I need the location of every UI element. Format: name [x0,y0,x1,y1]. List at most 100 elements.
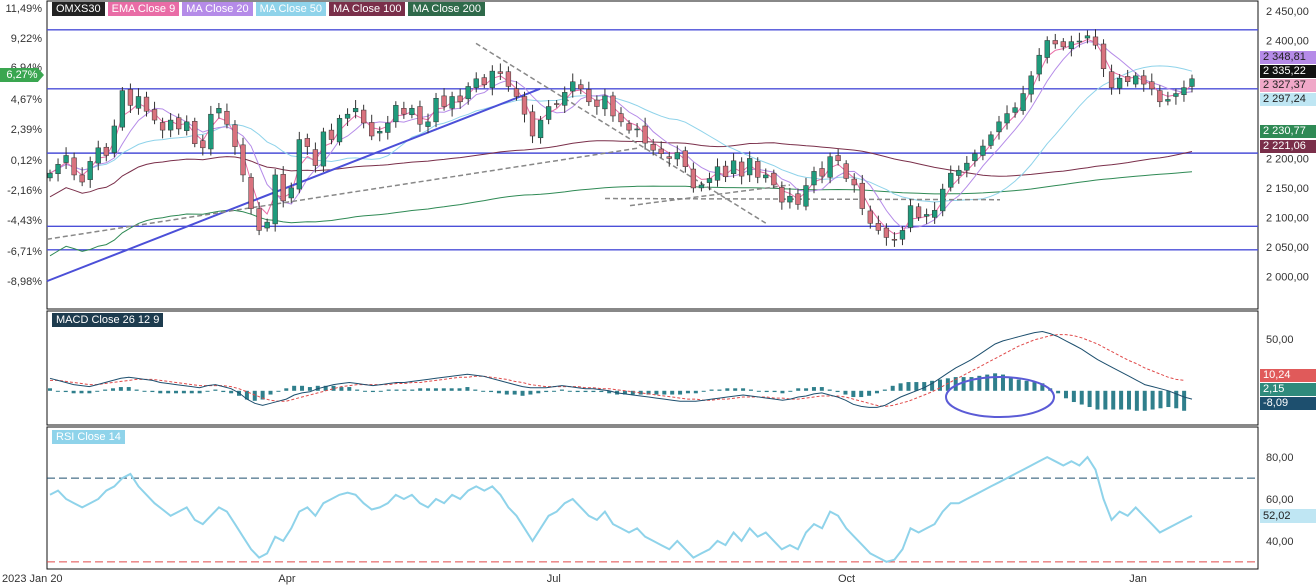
candle-body [570,81,576,92]
candle-body [586,89,592,103]
macd-histogram-bar [1024,380,1029,391]
candle-body [79,174,85,183]
ma100-line [49,140,1193,198]
macd-histogram-bar [961,377,966,391]
candle-body [859,182,865,209]
macd-histogram-bar [575,390,580,393]
pct-axis-tick-label: 9,22% [11,33,42,45]
macd-histogram-bar [307,387,312,391]
macd-histogram-bar [1095,390,1100,410]
macd-histogram-bar [1079,390,1084,405]
macd-histogram-bar [87,390,92,394]
price-legend: OMXS30 EMA Close 9 MA Close 20 MA Close 50 M… [52,2,485,16]
macd-histogram-bar [859,390,864,398]
candle-body [449,96,455,109]
macd-histogram-bar [433,388,438,391]
macd-histogram-bar [489,390,494,393]
macd-highlight-ellipse [945,376,1055,418]
candle-body [529,111,536,137]
x-axis-tick-label: Jul [547,573,561,585]
candle-body [1004,113,1010,124]
candle-body [135,96,142,109]
candle-body [352,108,359,113]
macd-histogram-bar [662,390,667,395]
macd-histogram-bar [930,380,935,391]
candle-body [1092,36,1099,46]
candle-body [690,168,697,189]
x-axis-tick-label: 2023 Jan 20 [2,573,63,585]
macd-histogram-bar [260,390,265,400]
macd-histogram-bar [874,390,879,394]
candle-body [465,86,471,100]
candle-body [594,99,600,107]
candle-body [1020,93,1026,111]
candle-body [819,168,825,177]
rsi-panel-frame [46,426,1259,570]
trendline-dashed-flat [604,197,1001,201]
candle-body [980,145,986,156]
x-axis-tick-label: Oct [838,573,855,585]
macd-histogram-bar [229,390,234,394]
macd-plot [48,330,1193,411]
candle-body [159,122,166,131]
candle-body [803,185,809,207]
rsi-line [49,455,1193,563]
macd-histogram-bar [71,390,76,394]
rsi-value-tag-label: 52,02 [1263,510,1291,522]
macd-histogram-bar [796,388,801,391]
price-legend-item: OMXS30 [52,2,105,16]
candle-body [1157,90,1163,103]
candle-body [497,71,504,74]
candle-body [618,113,624,123]
candle-body [312,149,319,166]
macd-histogram-bar [567,390,572,392]
rsi-axis-tick-label: 40,00 [1266,536,1294,548]
macd-histogram-bar [748,389,753,391]
macd-histogram-bar [741,388,746,391]
candle-body [216,108,222,114]
candle-body [714,166,721,181]
macd-histogram-bar [465,387,470,391]
macd-histogram-bar [103,389,108,391]
candle-body [907,205,914,228]
candle-body [706,178,713,183]
candle-body [425,121,431,127]
price-value-tag: 2 230,77 [1260,125,1316,138]
macd-histogram-bar [646,390,651,395]
macd-histogram-bar [922,382,927,391]
price-panel-frame [46,0,1259,310]
candle-body [1068,41,1075,49]
macd-histogram-bar [536,390,541,394]
candle-body [200,140,206,149]
macd-histogram-bar [276,390,281,392]
candle-body [923,214,930,217]
candle-body [1149,81,1155,90]
macd-histogram-bar [756,390,761,392]
candle-body [95,147,101,164]
macd-histogram-bar [709,389,714,391]
price-legend-item: MA Close 50 [255,2,326,16]
macd-histogram-bar [764,390,769,393]
price-value-tag: 2 221,06 [1260,140,1316,153]
candle-body [521,96,528,115]
macd-histogram-bar [181,390,186,394]
price-axis-tick-label: 2 450,00 [1266,6,1309,18]
macd-histogram-bar [1040,383,1045,391]
pct-axis-tick-label: -2,16% [7,185,42,197]
candle-body [1036,54,1042,75]
price-legend-item: MA Close 100 [328,2,406,16]
candle-body [167,119,174,131]
macd-histogram-bar [717,389,722,391]
macd-histogram-bar [95,390,100,392]
macd-histogram-bar [788,390,793,392]
candle-body [71,157,77,176]
macd-histogram-bar [559,389,564,391]
macd-histogram-bar [882,389,887,391]
candle-body [248,177,254,209]
candle-body [964,162,970,171]
macd-histogram-bar [331,385,336,391]
macd-histogram-bar [1142,390,1147,411]
macd-histogram-bar [323,385,328,391]
candle-body [1108,71,1115,88]
